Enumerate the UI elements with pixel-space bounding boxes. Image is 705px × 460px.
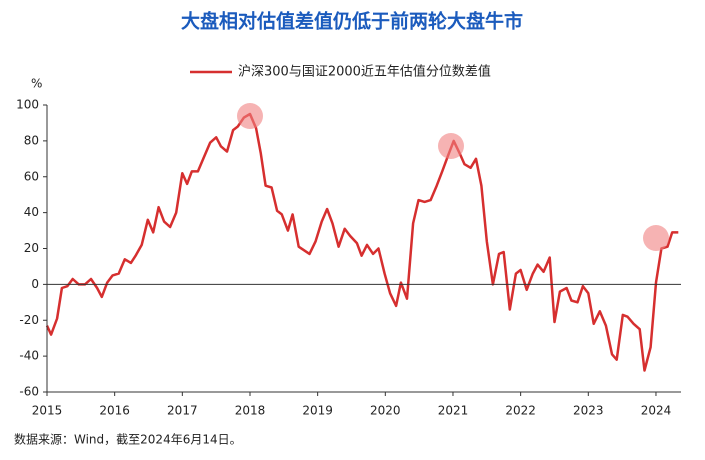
legend-label: 沪深300与国证2000近五年估值分位数差值 (238, 64, 491, 80)
x-tick-label: 2022 (505, 404, 536, 418)
highlight-circle (237, 103, 263, 129)
x-tick-label: 2018 (235, 404, 266, 418)
y-tick-label: 0 (31, 277, 39, 291)
data-line (45, 112, 679, 372)
y-tick-label: 20 (24, 241, 39, 255)
highlights (237, 103, 669, 251)
x-tick-label: 2021 (438, 404, 469, 418)
highlight-circle (438, 133, 464, 159)
y-tick-label: 60 (24, 169, 39, 183)
x-tick-label: 2019 (302, 404, 333, 418)
y-unit: % (31, 77, 42, 91)
x-tick-label: 2015 (32, 404, 63, 418)
y-tick-label: 80 (24, 133, 39, 147)
x-tick-label: 2017 (167, 404, 198, 418)
x-tick-label: 2024 (641, 404, 672, 418)
y-tick-label: -40 (19, 349, 39, 363)
x-tick-label: 2023 (573, 404, 604, 418)
y-tick-label: -20 (19, 313, 39, 327)
x-tick-label: 2020 (370, 404, 401, 418)
y-tick-label: 40 (24, 205, 39, 219)
highlight-circle (643, 225, 669, 251)
chart-title: 大盘相对估值差值仍低于前两轮大盘牛市 (181, 10, 523, 33)
y-tick-label: -60 (19, 385, 39, 399)
y-tick-label: 100 (16, 98, 39, 112)
source-note: 数据来源：Wind，截至2024年6月14日。 (14, 432, 242, 447)
x-tick-label: 2016 (99, 404, 130, 418)
